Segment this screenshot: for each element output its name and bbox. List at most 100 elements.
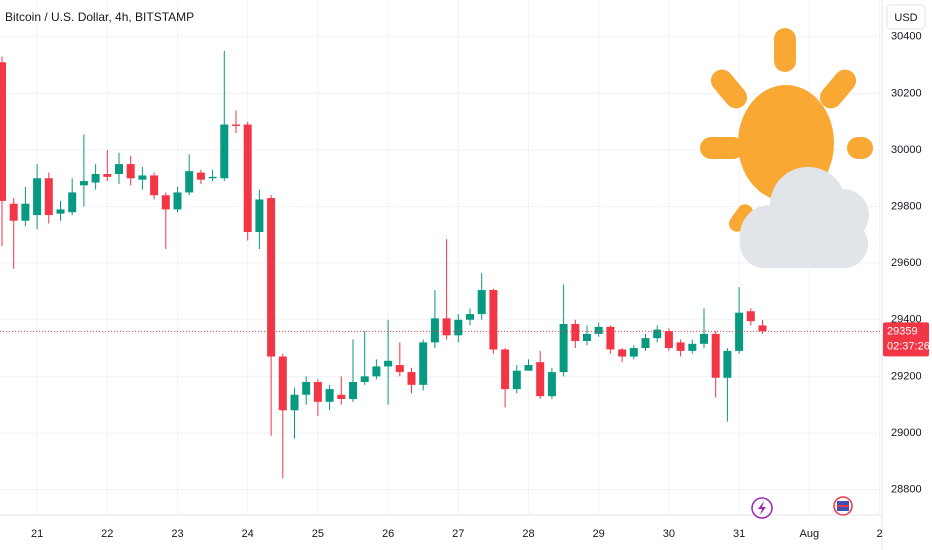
- candle-body: [220, 124, 229, 179]
- x-tick-label: 29: [593, 528, 605, 540]
- currency-label[interactable]: USD: [894, 12, 917, 24]
- candle-body: [536, 362, 545, 397]
- candle-body: [79, 181, 88, 186]
- candle-body: [489, 290, 498, 350]
- countdown-label: 02:37:26: [887, 340, 930, 352]
- candle-body: [676, 342, 685, 351]
- candle-body: [512, 370, 521, 390]
- x-tick-label: 26: [382, 528, 394, 540]
- y-tick-label: 29600: [891, 257, 922, 269]
- candle-body: [360, 376, 369, 383]
- candle-body: [278, 356, 287, 411]
- candle-body: [325, 389, 334, 402]
- candle-body: [372, 366, 381, 377]
- candle-body: [349, 382, 357, 399]
- candle-body: [44, 178, 53, 216]
- candle-body: [337, 394, 346, 399]
- candle-body: [641, 338, 650, 349]
- candle-body: [571, 323, 580, 341]
- candle-body: [395, 365, 404, 373]
- candle-body: [466, 314, 474, 320]
- candle-body: [606, 326, 615, 350]
- chart-title: Bitcoin / U.S. Dollar, 4h, BITSTAMP: [5, 10, 194, 24]
- candle-body: [290, 394, 299, 411]
- candle-body: [758, 325, 767, 332]
- candle-body: [185, 171, 194, 193]
- candle-body: [9, 203, 18, 221]
- sun-ray: [847, 137, 873, 159]
- candle-body: [735, 312, 744, 351]
- weather-icon: [700, 28, 873, 268]
- y-tick-label: 29800: [891, 200, 922, 212]
- candle-body: [583, 333, 591, 341]
- sun-ray: [728, 204, 754, 232]
- candle-body: [664, 331, 673, 349]
- candle-body: [442, 318, 451, 336]
- grid: [0, 0, 882, 515]
- candle-body: [559, 323, 568, 373]
- last-price-label: 29359: [887, 325, 918, 337]
- x-tick-label: 24: [242, 528, 254, 540]
- candle-body: [407, 372, 416, 385]
- sun-ray: [819, 69, 857, 109]
- candle-body: [138, 175, 147, 180]
- candle-body: [688, 343, 697, 351]
- x-tick-label: 25: [312, 528, 324, 540]
- candle-body: [594, 326, 603, 334]
- candle-body: [232, 124, 240, 126]
- candle-body: [384, 360, 393, 367]
- y-tick-label: 28800: [891, 483, 922, 495]
- x-tick-label: Aug: [800, 528, 820, 540]
- event-icons: [751, 496, 853, 519]
- cloud: [740, 167, 869, 268]
- candle-body: [126, 164, 135, 179]
- x-tick-label: 23: [171, 528, 183, 540]
- candle-body: [196, 172, 205, 180]
- candle-body: [524, 365, 533, 371]
- flag-stripe: [837, 505, 849, 507]
- candle-body: [454, 319, 463, 336]
- sun-ray: [710, 69, 748, 109]
- candle-body: [419, 342, 428, 385]
- candle-body: [723, 350, 732, 378]
- candles: [0, 50, 767, 479]
- candle-body: [477, 290, 486, 315]
- x-tick-label: 27: [452, 528, 464, 540]
- candle-body: [746, 311, 755, 322]
- currency-button[interactable]: [886, 4, 926, 30]
- candle-body: [150, 175, 159, 196]
- sun-ray: [700, 137, 744, 159]
- candle-body: [243, 124, 252, 233]
- x-tick-label: 21: [31, 528, 43, 540]
- lightning: [758, 501, 766, 515]
- candle-body: [68, 192, 77, 213]
- candle-body: [0, 62, 6, 201]
- candle-body: [33, 178, 42, 216]
- last-price-box: [883, 322, 929, 357]
- candle-body: [501, 349, 510, 390]
- candle-body: [711, 333, 720, 378]
- candle-body: [267, 198, 276, 357]
- x-tick-label: 30: [663, 528, 675, 540]
- x-tick-label: 28: [522, 528, 534, 540]
- candle-body: [313, 382, 322, 402]
- y-tick-label: 29000: [891, 427, 922, 439]
- candle-body: [700, 333, 708, 344]
- overlay: 2880029000292002940029600298003000030200…: [0, 31, 930, 540]
- candle-body: [21, 203, 30, 221]
- y-tick-label: 30400: [891, 31, 922, 43]
- candle-body: [629, 348, 638, 357]
- candle-body: [302, 382, 311, 395]
- candle-body: [161, 195, 170, 210]
- y-tick-label: 29200: [891, 370, 922, 382]
- x-tick-label: 2: [876, 528, 882, 540]
- x-tick-label: 31: [733, 528, 745, 540]
- candle-body: [430, 318, 439, 343]
- y-tick-label: 30000: [891, 144, 922, 156]
- candle-body: [56, 209, 65, 214]
- candle-body: [103, 174, 112, 177]
- candle-body: [115, 164, 123, 175]
